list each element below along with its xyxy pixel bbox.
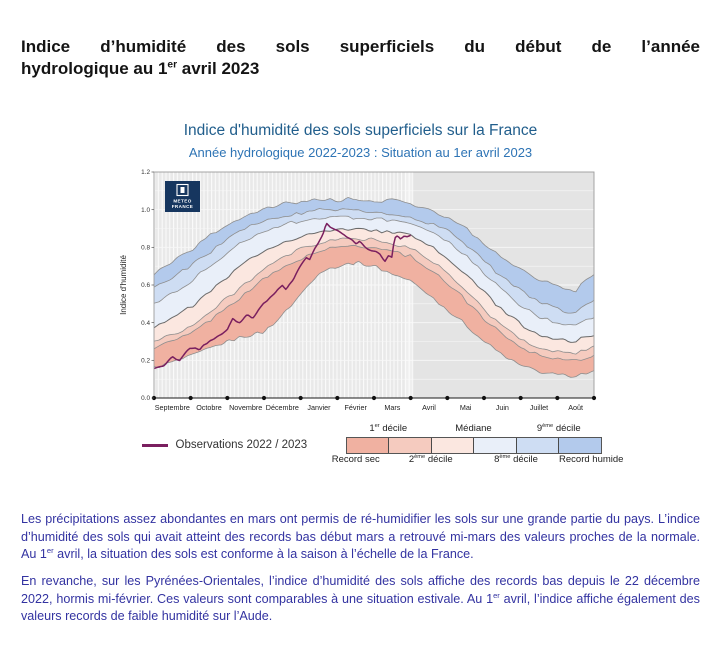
legend-label-1er-decile: 1er décile [369,423,407,434]
observations-line [153,222,411,370]
month-axis-dots [151,396,596,401]
text-segment: 8 [494,454,500,466]
humidity-chart-canvas: 0.0 0.2 0.4 0.6 0.8 1.0 1.2 Septembre Octobre Nov… [119,169,596,412]
paragraph-2: En revanche, sur les Pyrénées-Orientales… [21,573,700,626]
svg-text:Avril: Avril [422,403,436,412]
body-text: Les précipitations assez abondantes en m… [21,511,700,626]
chart-figure: Indice d'humidité des sols superficiels … [116,122,624,467]
superscript-eme: ème [414,454,426,461]
decile-color-scale [345,437,602,455]
text-segment: 1 [369,423,375,435]
page-title-line-2: hydrologique au 1er avril 2023 [21,58,700,80]
text-segment: hydrologique au 1 [21,59,168,79]
svg-text:Août: Août [568,403,583,412]
legend-observations: Observations 2022 / 2023 [141,439,308,452]
legend-label-2eme-decile: 2ème décile [409,454,453,465]
svg-text:Juin: Juin [495,403,508,412]
superscript-er: er [167,59,178,71]
text-segment: décile [425,454,453,466]
scale-segment-2eme-decile-mediane [431,438,474,454]
legend-label-9eme-decile: 9ème décile [537,423,581,434]
svg-text:Octobre: Octobre [196,403,222,412]
scale-segment-record-humide [559,438,601,454]
scale-segment-record-sec [346,438,389,454]
svg-text:0.0: 0.0 [141,395,150,402]
y-axis-title: Indice d'humidité [119,255,128,315]
svg-text:0.2: 0.2 [141,358,150,365]
chart-subtitle: Année hydrologique 2022-2023 : Situation… [188,145,533,161]
superscript-eme: ème [499,454,511,461]
svg-text:1.2: 1.2 [141,169,150,176]
superscript-er: er [493,590,500,600]
svg-text:0.8: 0.8 [141,245,150,252]
chart-title: Indice d'humidité des sols superficiels … [183,122,538,140]
scale-segment-1er-2eme-decile [389,438,432,454]
svg-text:Janvier: Janvier [307,403,331,412]
svg-text:METEO: METEO [173,199,191,204]
paragraph-1: Les précipitations assez abondantes en m… [21,511,700,564]
scale-segment-8eme-9eme-decile [516,438,559,454]
svg-text:Mai: Mai [459,403,471,412]
text-segment: avril, l’indice affiche également des va… [21,591,700,624]
text-segment: avril, la situation des sols est conform… [53,547,474,562]
superscript-eme: ème [542,423,554,430]
percentile-lines [153,197,594,378]
observations-label: Observations 2022 / 2023 [175,439,308,452]
legend-label-record-sec: Record sec [331,454,380,466]
svg-text:Septembre: Septembre [154,403,189,412]
svg-text:Mars: Mars [384,403,400,412]
svg-text:1.0: 1.0 [141,207,150,214]
month-labels: Septembre Octobre Novembre Décembre Janvier F… [154,403,582,412]
text-segment: avril 2023 [177,59,260,79]
legend-label-mediane: Médiane [455,423,492,435]
chart-legend: Observations 2022 / 2023 1er décile Médi… [116,423,624,467]
page-title-line-1: Indice d’humidité des sols superficiels … [21,37,700,56]
text-segment: décile [510,454,538,466]
svg-text:Février: Février [344,403,367,412]
legend-label-8eme-decile: 8ème décile [494,454,538,465]
superscript-er: er [46,546,54,556]
text-segment: Les précipitations assez abondantes en m… [21,512,700,562]
text-segment: 9 [536,423,543,435]
svg-text:FRANCE: FRANCE [171,204,193,209]
text-segment: En revanche, sur les Pyrénées-Orientales… [21,574,700,606]
superscript-er: er [374,423,380,430]
legend-color-bar: 1er décile Médiane 9ème décile Record se… [332,423,624,467]
svg-text:Décembre: Décembre [265,403,298,412]
observations-line-swatch [141,443,168,447]
legend-label-record-humide: Record humide [559,454,624,466]
svg-text:0.4: 0.4 [141,320,150,327]
text-segment: décile [553,423,581,435]
text-segment: décile [379,423,408,435]
svg-text:0.6: 0.6 [141,282,150,289]
text-segment: 2 [408,454,415,466]
svg-text:Novembre: Novembre [229,403,262,412]
svg-text:Juillet: Juillet [529,403,547,412]
scale-segment-mediane-8eme-decile [474,438,517,454]
y-axis-labels: 0.0 0.2 0.4 0.6 0.8 1.0 1.2 [141,169,154,402]
page-title: Indice d’humidité des sols superficiels … [21,36,700,80]
